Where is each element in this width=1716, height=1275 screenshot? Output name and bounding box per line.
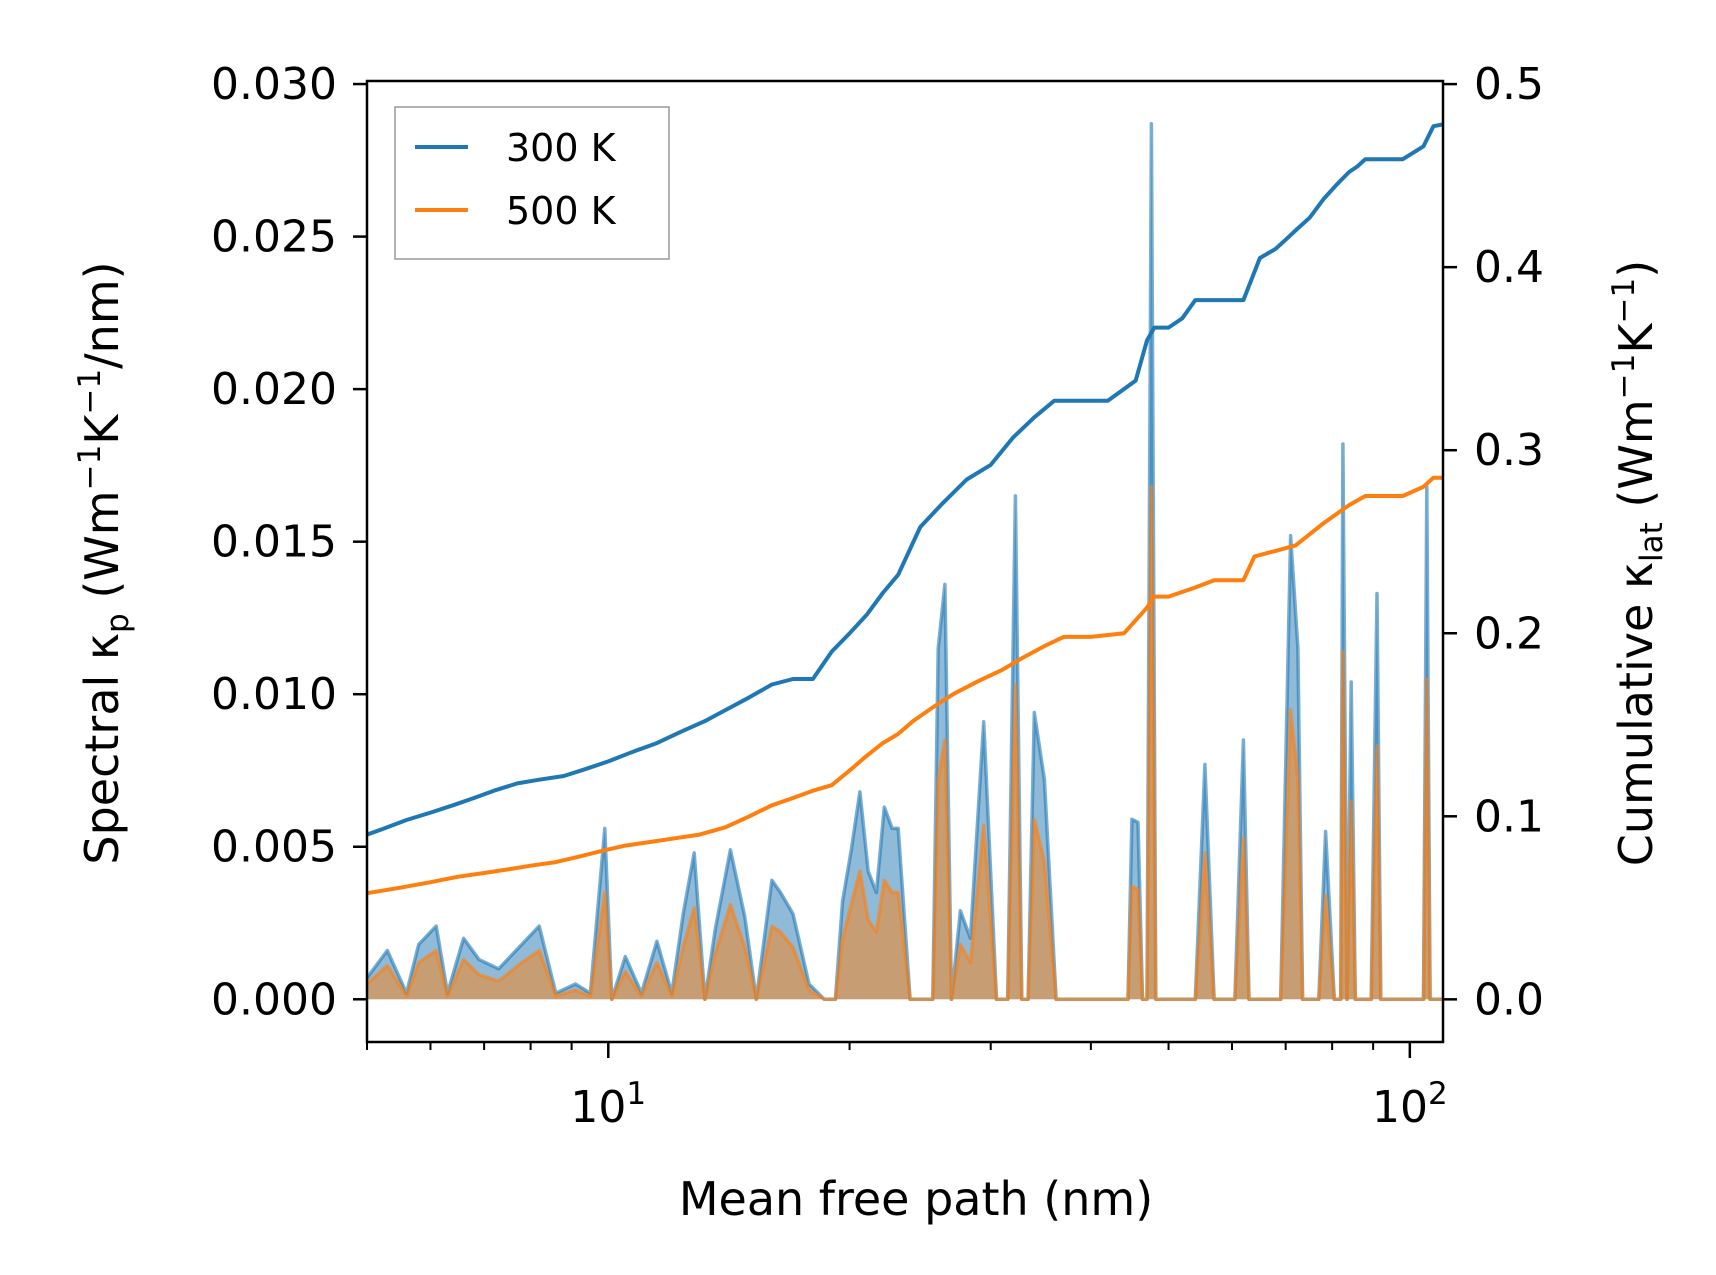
left-y-tick-label: 0.005 bbox=[211, 822, 337, 873]
legend-label-500k: 500 K bbox=[506, 189, 617, 233]
legend-frame bbox=[394, 106, 670, 260]
plot-frame bbox=[365, 79, 1445, 1044]
right-y-tick-label: 0.4 bbox=[1474, 242, 1544, 293]
left-y-tick-label: 0.010 bbox=[211, 669, 337, 720]
x-tick-label: 102 bbox=[1372, 1076, 1448, 1133]
left-y-tick-label: 0.025 bbox=[211, 212, 337, 263]
spectral-line-500k bbox=[365, 485, 1443, 1002]
right-y-tick-label: 0.2 bbox=[1474, 608, 1544, 659]
cumulative-line-300k bbox=[366, 122, 1444, 837]
cumulative-line-500k bbox=[366, 475, 1443, 896]
right-y-tick-label: 0.1 bbox=[1474, 791, 1544, 842]
left-y-tick-label: 0.000 bbox=[211, 974, 337, 1025]
right-axis-label: Cumulative κlat (Wm−1K−1) bbox=[1606, 260, 1670, 866]
left-y-tick-label: 0.030 bbox=[211, 59, 337, 110]
left-y-tick-label: 0.020 bbox=[211, 364, 337, 415]
axes-layer: 0.000 0.005 0.010 0.015 0.020 0.025 0.030 0.0 0.… bbox=[211, 59, 1544, 1133]
right-y-tick-label: 0.0 bbox=[1474, 974, 1544, 1025]
right-y-tick-label: 0.3 bbox=[1474, 425, 1544, 476]
left-axis-label: Spectral κp (Wm−1K−1/nm) bbox=[72, 261, 136, 864]
legend: 300 K 500 K bbox=[394, 106, 670, 260]
left-y-tick-label: 0.015 bbox=[211, 517, 337, 568]
legend-label-300k: 300 K bbox=[506, 126, 617, 170]
x-tick-label: 101 bbox=[570, 1076, 646, 1133]
series-layer bbox=[365, 121, 1444, 1002]
x-axis-label: Mean free path (nm) bbox=[679, 1172, 1153, 1226]
right-y-tick-label: 0.5 bbox=[1474, 59, 1544, 110]
